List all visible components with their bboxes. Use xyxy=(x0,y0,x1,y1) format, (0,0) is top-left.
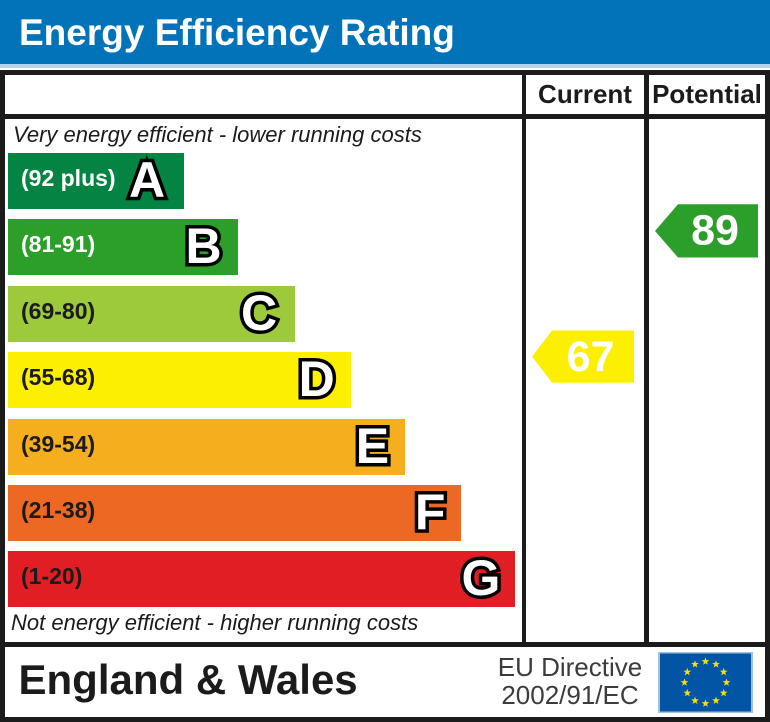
svg-text:D: D xyxy=(299,352,335,407)
svg-text:C: C xyxy=(241,286,277,341)
svg-text:A: A xyxy=(129,153,165,208)
svg-text:E: E xyxy=(356,419,389,474)
svg-text:89: 89 xyxy=(691,207,739,255)
svg-text:67: 67 xyxy=(567,333,615,381)
svg-text:B: B xyxy=(185,219,221,274)
svg-text:G: G xyxy=(462,551,501,606)
svg-text:F: F xyxy=(415,485,446,540)
